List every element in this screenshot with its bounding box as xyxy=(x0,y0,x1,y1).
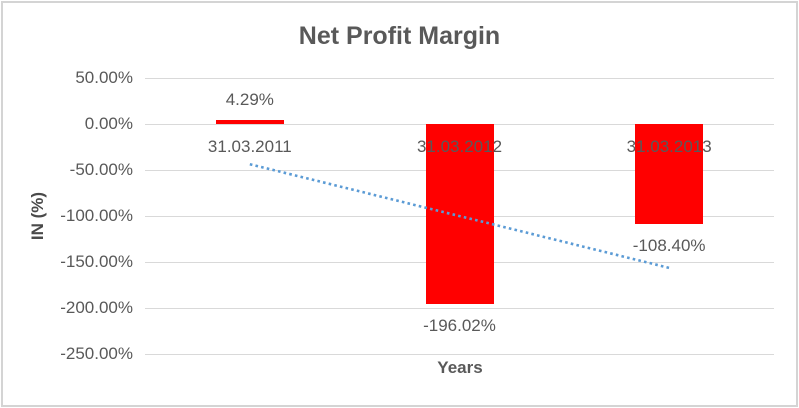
category-label: 31.03.2012 xyxy=(416,137,503,156)
y-tick-label: 0.00% xyxy=(84,114,133,133)
gridline xyxy=(145,77,774,79)
bar-data-label: -196.02% xyxy=(423,316,496,336)
y-tick-label: -100.00% xyxy=(60,206,133,225)
gridline xyxy=(145,353,774,355)
bar-data-label: -108.40% xyxy=(632,235,706,255)
chart-title: Net Profit Margin xyxy=(298,22,501,50)
y-axis-title: IN (%) xyxy=(28,191,47,241)
bar-data-label: 4.29% xyxy=(225,90,274,110)
y-tick-label: 50.00% xyxy=(75,68,133,87)
gridline xyxy=(145,307,774,309)
y-tick-label: -150.00% xyxy=(60,252,133,271)
category-label: 31.03.2011 xyxy=(207,137,292,156)
bar xyxy=(215,120,284,124)
bar xyxy=(635,124,704,224)
category-label: 31.03.2013 xyxy=(626,137,712,156)
y-tick-label: -50.00% xyxy=(69,160,133,179)
bar xyxy=(425,124,494,305)
x-axis-title: Years xyxy=(437,358,483,377)
y-tick-label: -200.00% xyxy=(60,298,133,317)
y-tick-label: -250.00% xyxy=(60,344,133,363)
